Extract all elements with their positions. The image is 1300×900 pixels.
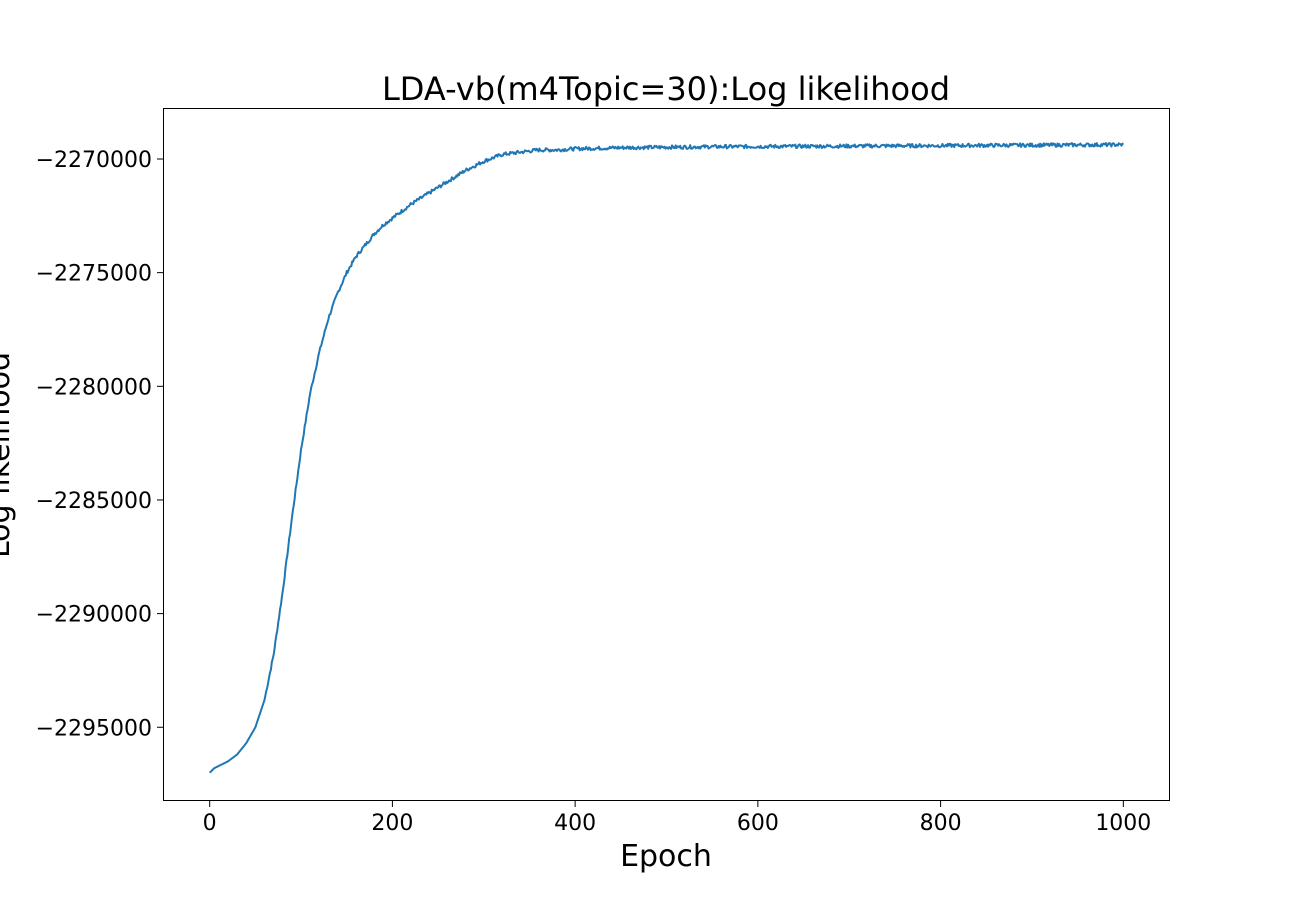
x-tick-label: 600 xyxy=(737,811,779,836)
y-axis-label: Log likelihood xyxy=(0,352,17,558)
series-layer xyxy=(208,142,1125,774)
y-tick-label: −2285000 xyxy=(36,489,152,514)
x-axis-label: Epoch xyxy=(620,839,712,874)
series-line xyxy=(208,142,1125,774)
x-tick-label: 1000 xyxy=(1095,811,1151,836)
y-tick-label: −2270000 xyxy=(36,148,152,173)
x-tick-label: 400 xyxy=(554,811,596,836)
x-tick-label: 200 xyxy=(371,811,413,836)
x-tick-label: 800 xyxy=(920,811,962,836)
plot-area xyxy=(163,108,1170,801)
y-axis: −2295000 −2290000 −2285000 −2280000 −2275000… xyxy=(36,148,164,741)
x-tick-label: 0 xyxy=(203,811,217,836)
y-tick-label: −2280000 xyxy=(36,375,152,400)
y-tick-label: −2295000 xyxy=(36,716,152,741)
x-axis: 0 200 400 600 800 1000 xyxy=(203,800,1151,836)
y-tick-label: −2275000 xyxy=(36,262,152,287)
chart-title: LDA-vb(m4Topic=30):Log likelihood xyxy=(382,70,950,108)
y-tick-label: −2290000 xyxy=(36,603,152,628)
